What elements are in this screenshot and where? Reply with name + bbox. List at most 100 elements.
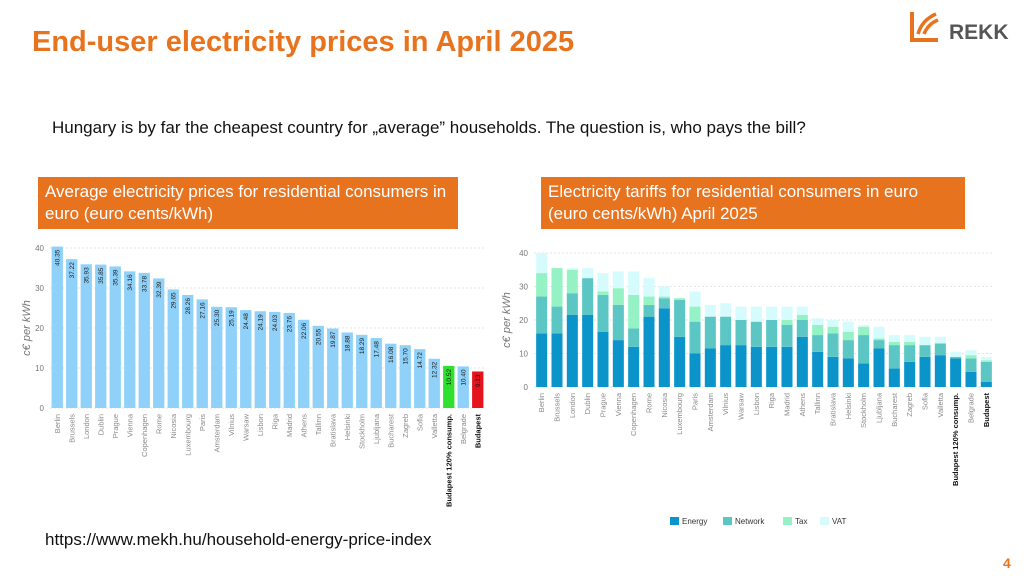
chart2-bar-vat xyxy=(781,306,793,320)
chart1-category-label: Sofia xyxy=(415,413,424,431)
chart2-bar-network xyxy=(628,328,640,347)
chart1-bar xyxy=(443,365,455,408)
chart2-bar-tax xyxy=(812,325,824,336)
chart1-value-label: 12.32 xyxy=(432,361,439,378)
chart2-bar-tax xyxy=(597,291,609,295)
chart1-category-label: Prague xyxy=(111,414,120,438)
chart1-bar xyxy=(153,278,165,408)
chart1-category-label: Zagreb xyxy=(401,414,410,438)
chart2-bar-energy xyxy=(766,346,778,387)
chart2-bar-network xyxy=(750,321,762,347)
chart1-y-axis-label: c€ per kWh xyxy=(21,300,33,356)
chart2-bar-vat xyxy=(704,304,716,317)
chart1-category-label: Luxembourg xyxy=(183,414,192,456)
chart2-bar-energy xyxy=(582,314,594,387)
chart2-bar-energy xyxy=(566,314,578,387)
chart2-bar-energy xyxy=(842,358,854,387)
chart2-bar-network xyxy=(796,320,808,337)
chart1-bar xyxy=(182,294,194,408)
chart2-bar-vat xyxy=(750,306,762,322)
chart1-value-label: 35.85 xyxy=(98,267,105,284)
chart2-bar-network xyxy=(965,358,977,372)
chart2-category-label: Valletta xyxy=(936,392,945,417)
chart1-category-label: Tallinn xyxy=(314,414,323,435)
chart2-bar-vat xyxy=(934,336,946,344)
chart2-bar-network xyxy=(934,343,946,356)
chart2-bar-network xyxy=(827,333,839,357)
chart2-bar-network xyxy=(858,335,870,364)
chart2-y-tick-label: 20 xyxy=(519,316,528,325)
chart2-category-label: Vilnius xyxy=(721,393,730,415)
chart2-bar-energy xyxy=(735,345,747,387)
chart2-bar-vat xyxy=(827,320,839,327)
chart2-legend-swatch-energy xyxy=(670,517,679,525)
chart1-bar xyxy=(124,271,136,408)
chart1-category-label: Bucharest xyxy=(386,413,395,448)
chart2-category-label: Brussels xyxy=(553,393,562,422)
chart1-y-tick-label: 30 xyxy=(35,284,44,293)
chart1-y-tick-label: 0 xyxy=(40,404,45,413)
chart1-category-label: Budapest 120% consump. xyxy=(444,414,453,507)
chart2-bar-vat xyxy=(566,268,578,270)
chart2-bar-vat xyxy=(582,268,594,279)
chart2-bar-vat xyxy=(965,350,977,356)
chart2-bar-energy xyxy=(873,348,885,387)
chart2-bar-network xyxy=(781,325,793,347)
chart2-bar-energy xyxy=(704,348,716,387)
chart2-bar-vat xyxy=(597,273,609,292)
chart1-category-label: Nicosia xyxy=(169,413,178,438)
chart2-bar-network xyxy=(888,345,900,369)
chart2-bar-energy xyxy=(720,345,732,387)
rekk-logo: REKK xyxy=(908,8,1020,48)
left-chart-heading: Average electricity prices for residenti… xyxy=(38,177,458,229)
chart1-category-label: Bratislava xyxy=(328,413,337,447)
chart2-y-tick-label: 30 xyxy=(519,283,528,292)
chart2-bar-energy xyxy=(674,336,686,387)
chart2-bar-tax xyxy=(689,306,701,322)
chart1-value-label: 35.39 xyxy=(113,269,120,286)
chart1-category-label: Vienna xyxy=(125,413,134,437)
chart1-bar xyxy=(196,299,208,408)
chart1-value-label: 16.08 xyxy=(388,346,395,363)
chart1-bar xyxy=(269,311,281,408)
chart2-bar-network xyxy=(582,278,594,315)
chart2-category-label: Madrid xyxy=(783,393,792,416)
chart1-bar xyxy=(254,311,266,408)
chart1-value-label: 40.35 xyxy=(55,249,62,266)
chart2-bar-network xyxy=(612,304,624,341)
chart2-bar-tax xyxy=(858,326,870,336)
chart1-bar xyxy=(283,312,295,408)
chart2-category-label: Budapest xyxy=(982,392,991,427)
chart2-y-axis-label: c€ per kWh xyxy=(501,292,513,348)
chart2-bar-network xyxy=(704,316,716,349)
chart2-category-label: Sofia xyxy=(921,392,930,410)
rekk-logo-text: REKK xyxy=(949,21,1009,44)
chart1-value-label: 10.52 xyxy=(446,369,453,386)
chart2-bar-energy xyxy=(796,336,808,387)
chart2-bar-energy xyxy=(812,351,824,387)
chart1-value-label: 24.48 xyxy=(243,313,250,330)
chart2-bar-network xyxy=(904,345,916,362)
page-number: 4 xyxy=(1003,555,1011,571)
chart1-category-label: London xyxy=(82,414,91,439)
chart2-bar-tax xyxy=(643,296,655,305)
chart1-value-label: 27.16 xyxy=(200,302,207,319)
chart1-bar xyxy=(399,345,411,408)
source-link[interactable]: https://www.mekh.hu/household-energy-pri… xyxy=(45,530,432,549)
chart1-value-label: 10.40 xyxy=(461,369,468,386)
chart1-y-tick-label: 20 xyxy=(35,324,44,333)
chart2-bar-tax xyxy=(674,298,686,300)
chart1-value-label: 25.19 xyxy=(229,310,236,327)
chart2-bar-energy xyxy=(536,333,548,387)
chart1-category-label: Helsinki xyxy=(343,414,352,441)
chart2-category-label: Luxembourg xyxy=(675,393,684,435)
chart1-value-label: 22.06 xyxy=(301,322,308,339)
chart2-bar-vat xyxy=(766,306,778,320)
chart2-bar-vat xyxy=(536,253,548,274)
chart2-category-label: Ljubljana xyxy=(875,392,884,423)
chart2-bar-energy xyxy=(888,368,900,387)
chart1-bar xyxy=(51,246,63,408)
chart2-category-label: Copenhagen xyxy=(629,393,638,436)
chart2-legend-swatch-vat xyxy=(820,517,829,525)
chart2-bar-tax xyxy=(796,314,808,320)
